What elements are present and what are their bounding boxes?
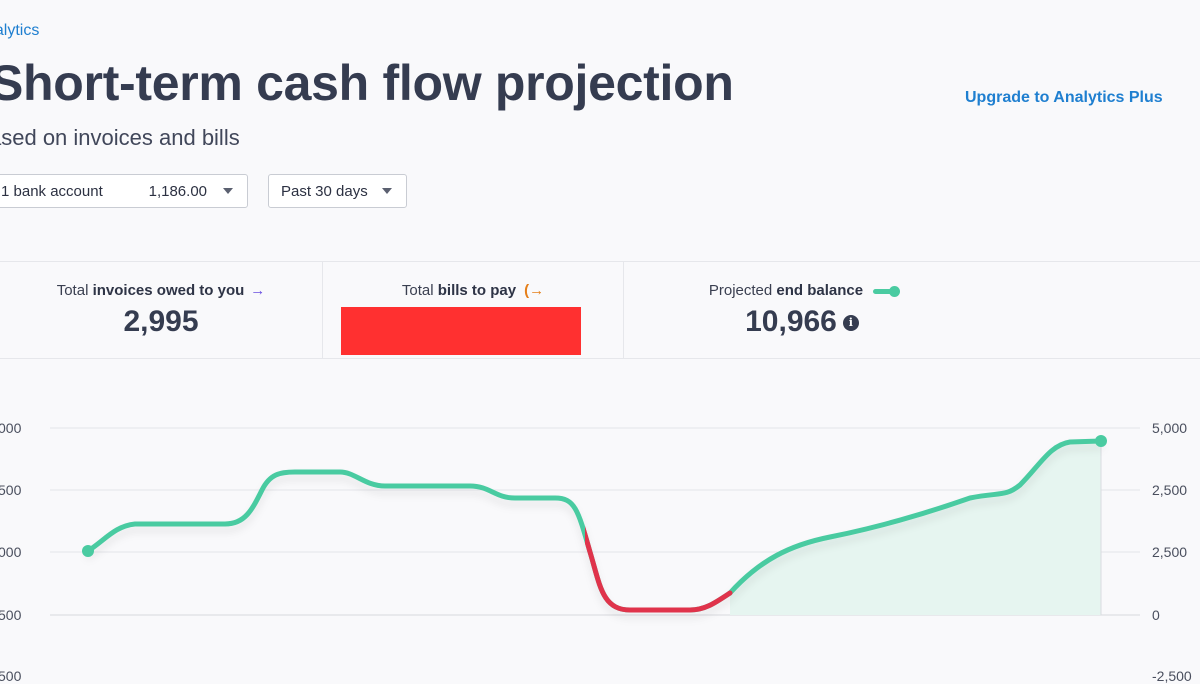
bills-value-redacted [341, 307, 581, 355]
y-tick-left: 000 [0, 420, 22, 436]
y-tick-left: 500 [0, 668, 22, 684]
caret-down-icon [382, 188, 392, 194]
invoices-caption: Total invoices owed to you → [0, 282, 322, 299]
y-tick-right: 0 [1152, 607, 1160, 623]
caption-bold: invoices owed to you [92, 282, 245, 299]
y-tick-right: 5,000 [1152, 420, 1188, 436]
y-tick-right: 2,500 [1152, 544, 1188, 560]
upgrade-link[interactable]: Upgrade to Analytics Plus [965, 89, 1163, 106]
negative-segment [585, 526, 733, 613]
info-icon[interactable]: i [842, 315, 859, 332]
page-subtitle: ased on invoices and bills [0, 125, 240, 150]
arrow-out-icon: (→ [524, 282, 545, 299]
summary-bar: Total invoices owed to you → 2,995 Total … [0, 261, 1200, 359]
caption-prefix: Total [56, 282, 93, 299]
arrow-right-icon: → [250, 282, 266, 299]
period-label: Past 30 days [281, 182, 368, 200]
bank-account-label: 1 bank account [1, 182, 103, 200]
end-point [1095, 435, 1107, 447]
caption-prefix: Total [401, 282, 438, 299]
start-point [82, 545, 94, 557]
balance-card: Projected end balance 10,966 i [624, 262, 980, 358]
area-fill [730, 441, 1101, 615]
y-tick-right: 2,500 [1152, 482, 1188, 498]
bills-card[interactable]: Total bills to pay (→ [323, 262, 624, 358]
line-legend-icon [873, 285, 901, 297]
balance-value: 10,966 i [624, 305, 980, 339]
bills-caption: Total bills to pay (→ [323, 282, 623, 299]
bank-account-select[interactable]: 1 bank account 1,186.00 [0, 174, 248, 208]
y-tick-left: 000 [0, 544, 22, 560]
page-title: Short-term cash flow projection [0, 55, 734, 111]
balance-caption: Projected end balance [624, 282, 980, 299]
caption-prefix: Projected [708, 282, 777, 299]
chart-svg [50, 427, 1140, 616]
period-select[interactable]: Past 30 days [268, 174, 407, 208]
caret-down-icon [223, 188, 233, 194]
balance-number: 10,966 [745, 305, 837, 338]
breadcrumb-analytics[interactable]: nalytics [0, 22, 40, 39]
y-tick-left: 500 [0, 607, 22, 623]
bank-account-amount: 1,186.00 [148, 182, 207, 200]
y-tick-right: -2,500 [1152, 668, 1192, 684]
invoices-card[interactable]: Total invoices owed to you → 2,995 [0, 262, 323, 358]
invoices-value: 2,995 [123, 305, 199, 338]
caption-bold: bills to pay [437, 282, 517, 299]
y-tick-left: 500 [0, 482, 22, 498]
cash-flow-chart: 000 500 000 500 500 5,000 2,500 2,500 0 … [0, 360, 1200, 684]
caption-bold: end balance [776, 282, 864, 299]
